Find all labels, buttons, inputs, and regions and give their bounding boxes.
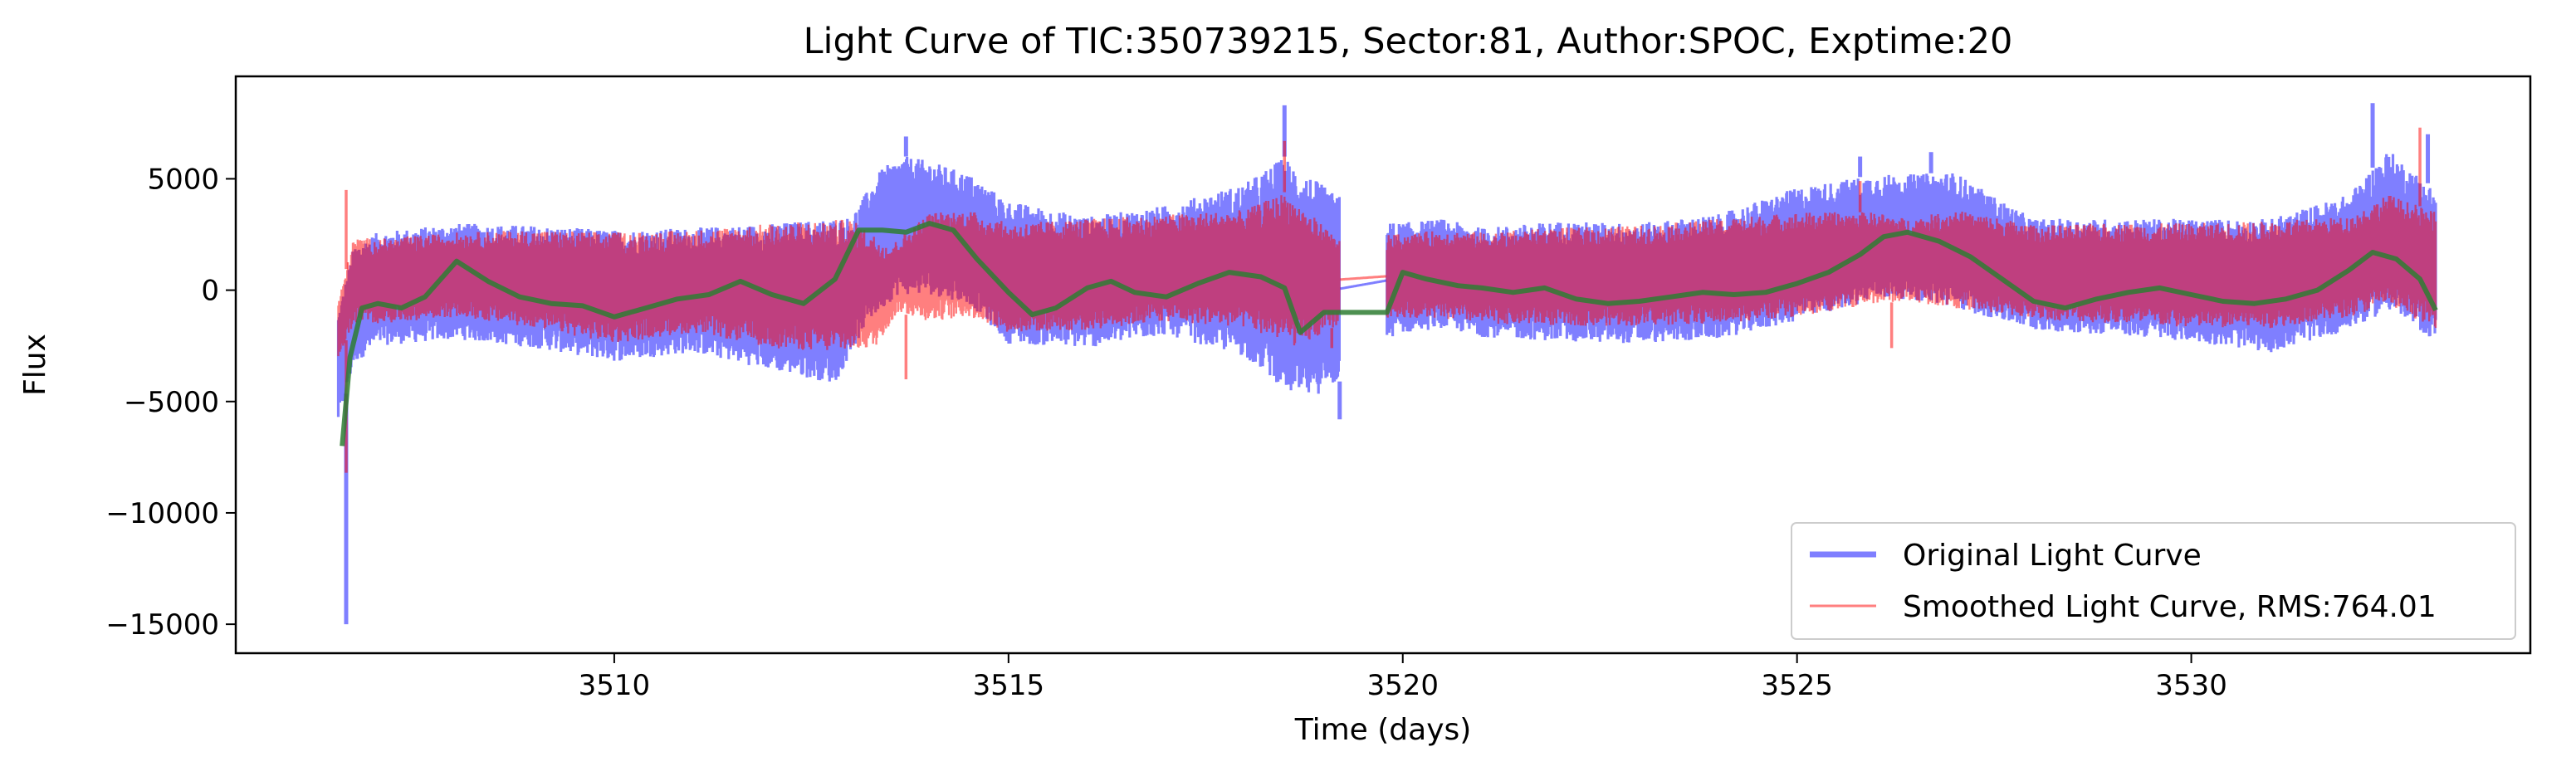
y-axis-label: Flux xyxy=(18,334,52,396)
data-layer xyxy=(336,103,2438,625)
x-axis-label: Time (days) xyxy=(1294,713,1472,747)
series-2 xyxy=(340,221,2438,447)
x-tick-label: 3515 xyxy=(973,669,1045,702)
series-1 xyxy=(337,127,2437,473)
x-tick-label: 3525 xyxy=(1761,669,1833,702)
legend-label-smoothed: Smoothed Light Curve, RMS:764.01 xyxy=(1903,590,2437,624)
y-tick-label: −5000 xyxy=(124,386,219,419)
chart-title: Light Curve of TIC:350739215, Sector:81,… xyxy=(804,21,2013,62)
x-tick-label: 3520 xyxy=(1366,669,1439,702)
legend: Original Light Curve Smoothed Light Curv… xyxy=(1791,522,2516,640)
trend-line xyxy=(340,221,2438,447)
x-tick-label: 3510 xyxy=(579,669,651,702)
y-axis: −15000 −10000 −5000 0 5000 xyxy=(105,163,236,642)
legend-box xyxy=(1791,522,2516,640)
x-tick-label: 3530 xyxy=(2155,669,2227,702)
y-tick-label: 5000 xyxy=(147,163,219,196)
series-0-gap-line xyxy=(1340,279,1387,290)
y-tick-label: −10000 xyxy=(105,497,219,530)
y-tick-label: −15000 xyxy=(105,608,219,642)
x-axis: 3510 3515 3520 3525 3530 xyxy=(579,653,2227,702)
y-tick-label: 0 xyxy=(201,275,219,308)
series-1-gap-line xyxy=(1340,275,1386,281)
legend-label-original: Original Light Curve xyxy=(1903,539,2202,573)
plot-frame xyxy=(234,75,2532,655)
